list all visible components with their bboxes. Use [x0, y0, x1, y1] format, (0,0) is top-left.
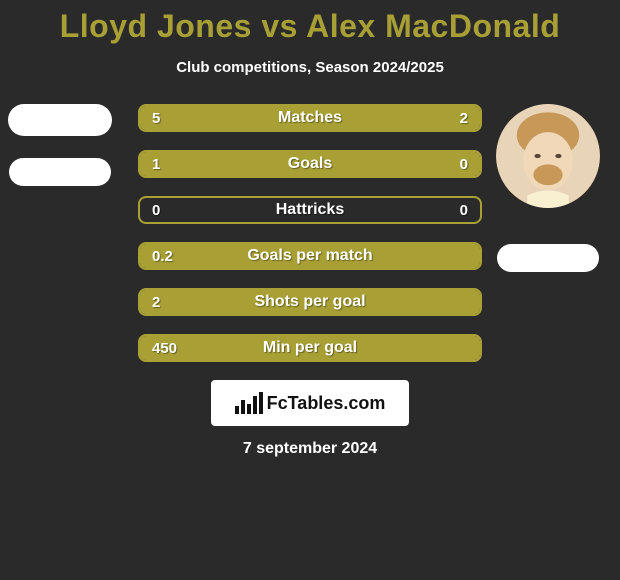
page-title: Lloyd Jones vs Alex MacDonald [0, 0, 620, 45]
footer-date: 7 september 2024 [0, 440, 620, 458]
bar-label: Shots per goal [140, 293, 480, 311]
chart-bars-icon [235, 392, 263, 414]
stat-bar-row: 0Hattricks0 [138, 196, 482, 224]
stat-bar-row: 5Matches2 [138, 104, 482, 132]
footer-logo: FcTables.com [211, 380, 409, 426]
player-right-column [488, 104, 608, 272]
stat-bar-row: 2Shots per goal [138, 288, 482, 316]
bar-label: Min per goal [140, 339, 480, 357]
player-right-avatar [496, 104, 600, 208]
bar-label: Goals per match [140, 247, 480, 265]
bar-value-right: 2 [460, 110, 468, 127]
player-left-name-oval [9, 158, 111, 186]
bar-value-right: 0 [460, 202, 468, 219]
comparison-content: 5Matches21Goals00Hattricks00.2Goals per … [0, 104, 620, 362]
bar-label: Goals [140, 155, 480, 173]
player-left-avatar [8, 104, 112, 136]
stat-bar-row: 0.2Goals per match [138, 242, 482, 270]
bar-value-right: 0 [460, 156, 468, 173]
player-right-name-oval [497, 244, 599, 272]
subtitle: Club competitions, Season 2024/2025 [0, 59, 620, 76]
player-left-column [0, 104, 120, 186]
avatar-face-icon [496, 104, 600, 208]
stats-bars: 5Matches21Goals00Hattricks00.2Goals per … [138, 104, 482, 362]
stat-bar-row: 1Goals0 [138, 150, 482, 178]
bar-label: Hattricks [140, 201, 480, 219]
stat-bar-row: 450Min per goal [138, 334, 482, 362]
footer-logo-text: FcTables.com [267, 393, 386, 414]
bar-label: Matches [140, 109, 480, 127]
